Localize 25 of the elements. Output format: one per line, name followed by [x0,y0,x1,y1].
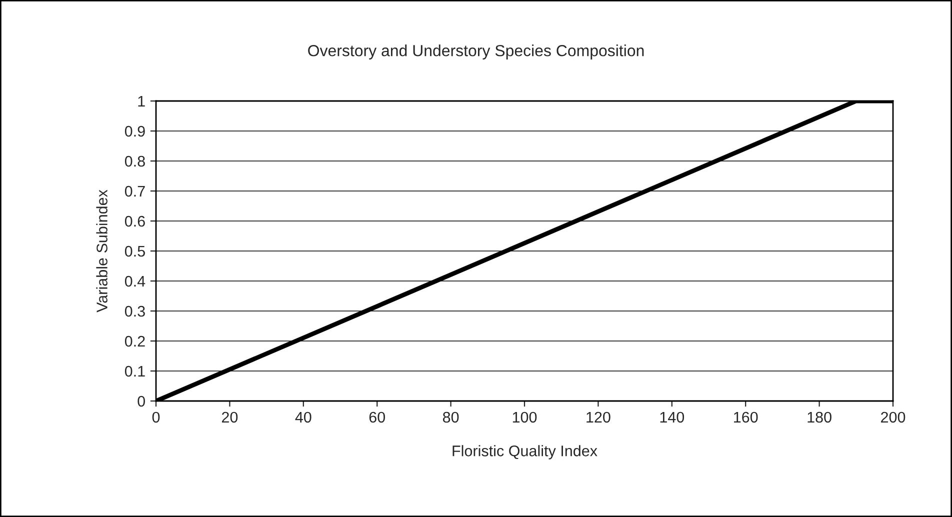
x-axis-title: Floristic Quality Index [452,445,598,460]
x-tick-label: 60 [369,412,385,423]
y-tick-label: 0.3 [124,306,145,317]
y-axis-title: Variable Subindex [96,190,108,312]
y-tick-label: 0.8 [124,156,145,167]
y-tick-label: 0.6 [124,216,145,227]
x-tick-label: 80 [442,412,459,423]
y-tick-label: 0.7 [124,186,145,197]
y-tick-label: 0.5 [124,246,145,257]
chart-title: Overstory and Understory Species Composition [308,44,644,60]
x-tick-label: 100 [512,412,537,423]
x-tick-label: 140 [660,412,684,423]
y-tick-label: 0.9 [124,126,145,137]
y-tick-label: 1 [138,96,145,107]
x-tick-label: 40 [295,412,312,423]
y-tick-label: 0.2 [124,336,145,347]
x-tick-label: 180 [808,412,832,423]
y-tick-label: 0 [138,396,145,407]
x-tick-label: 200 [881,412,906,423]
x-tick-label: 20 [222,412,238,423]
x-tick-label: 120 [586,412,610,423]
x-tick-label: 0 [152,412,160,423]
y-tick-label: 0.4 [124,276,146,287]
x-tick-label: 160 [734,412,758,423]
y-tick-label: 0.1 [124,366,145,377]
